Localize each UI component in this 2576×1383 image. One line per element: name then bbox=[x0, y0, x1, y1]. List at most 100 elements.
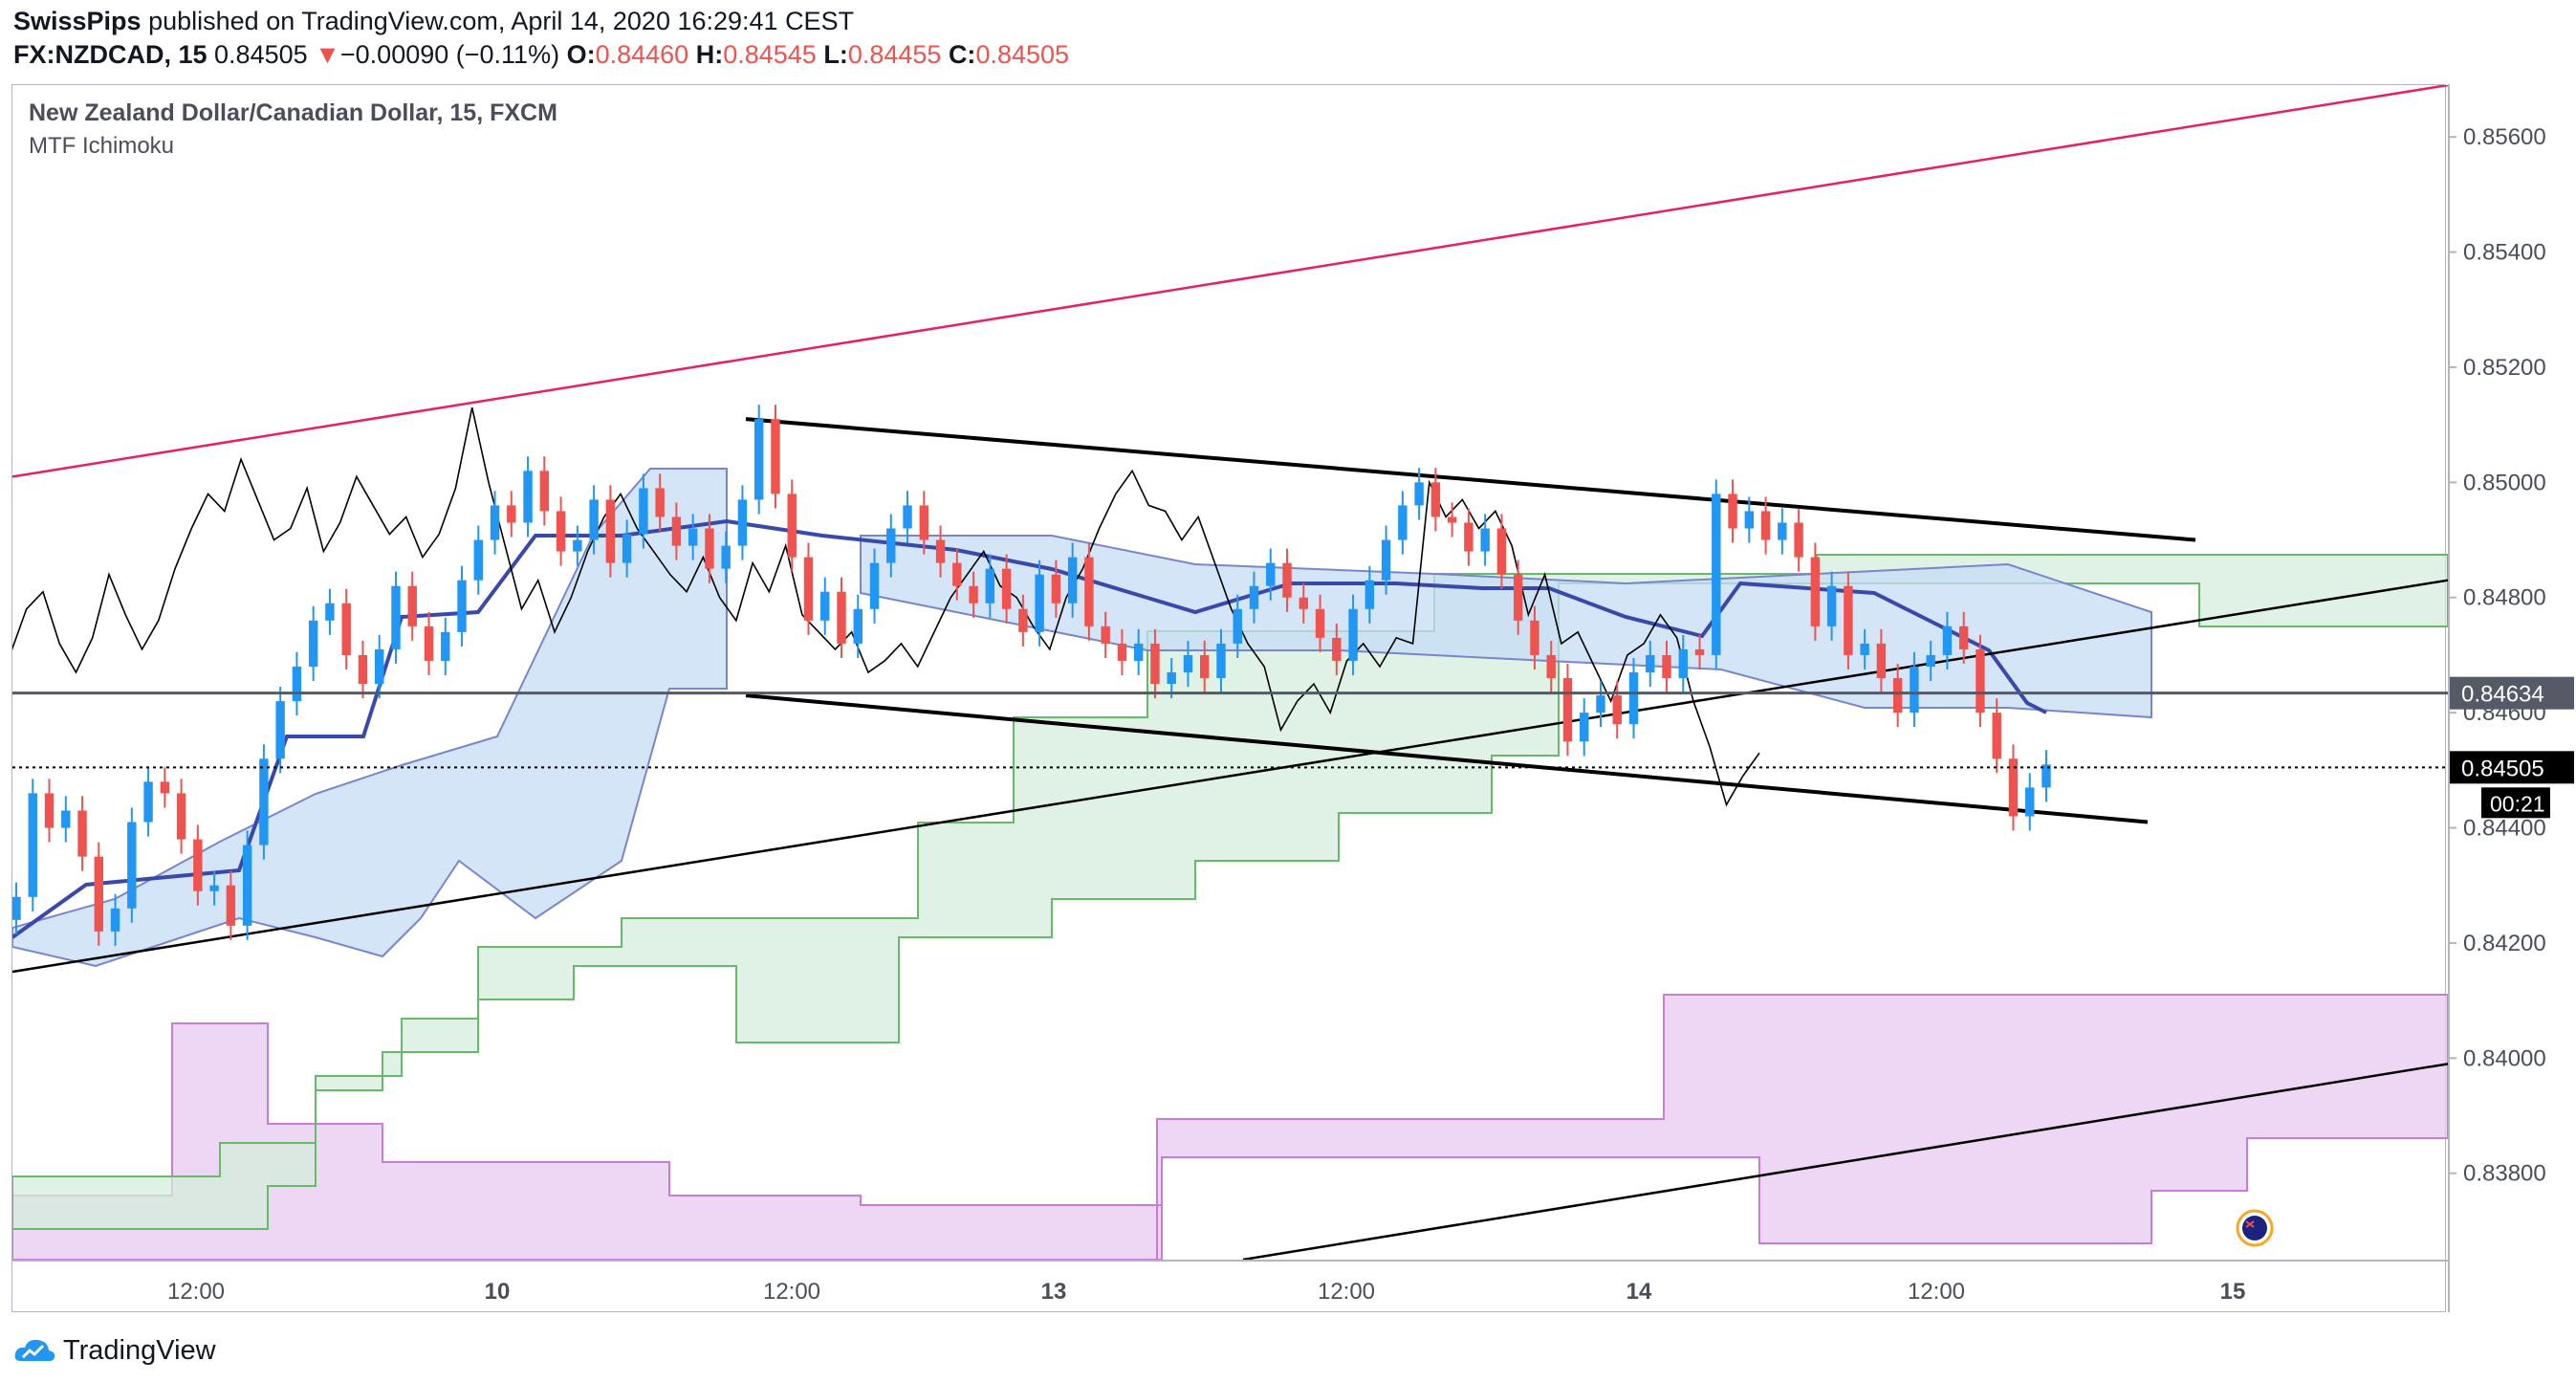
candle-body bbox=[1910, 666, 1919, 713]
low-value: 0.84455 bbox=[847, 40, 942, 69]
candle-body bbox=[28, 793, 37, 897]
candle-body bbox=[341, 603, 351, 655]
candle-body bbox=[1233, 608, 1242, 644]
indicator-title[interactable]: MTF Ichimoku bbox=[29, 133, 175, 159]
y-tick-label: 0.83800 bbox=[2463, 1161, 2546, 1187]
candle-body bbox=[1216, 643, 1226, 679]
candle-body bbox=[1464, 522, 1474, 552]
candle-body bbox=[160, 781, 170, 794]
candle-body bbox=[1001, 568, 1012, 609]
axes: 0.85600 0.85400 0.85200 0.85000 0.84800 0.846… bbox=[11, 84, 2574, 1312]
ichimoku-clouds bbox=[12, 468, 2449, 1260]
candle-body bbox=[1612, 695, 1622, 725]
candle-body bbox=[1876, 643, 1887, 679]
candle-body bbox=[639, 488, 648, 535]
blue-cloud-left bbox=[12, 468, 728, 968]
brand-text: TradingView bbox=[63, 1334, 216, 1366]
chart-frame bbox=[11, 84, 2446, 1312]
candle-body bbox=[969, 585, 978, 604]
candle-body bbox=[705, 528, 714, 569]
y-tick-label: 0.84400 bbox=[2463, 816, 2546, 842]
candle-body bbox=[292, 666, 302, 702]
candle-body bbox=[886, 528, 896, 563]
candle-body bbox=[1496, 528, 1507, 575]
candle-body bbox=[671, 516, 682, 546]
y-tick-label: 0.84800 bbox=[2463, 585, 2546, 611]
candle-body bbox=[1282, 562, 1292, 598]
candle-body bbox=[1348, 608, 1358, 661]
candle-body bbox=[507, 505, 516, 523]
candle-body bbox=[1942, 626, 1953, 655]
candle-body bbox=[490, 505, 500, 540]
price-levels bbox=[12, 692, 2448, 769]
candle-body bbox=[110, 908, 120, 932]
candle-body bbox=[1299, 597, 1309, 609]
cloud-logo-icon bbox=[14, 1339, 55, 1362]
candle-body bbox=[1018, 608, 1028, 632]
y-tick-label: 0.85200 bbox=[2463, 355, 2546, 381]
flag-icon[interactable] bbox=[2236, 1209, 2274, 1247]
lower-rising-line bbox=[1242, 1063, 2449, 1260]
candle-body bbox=[903, 505, 912, 529]
candle-body bbox=[1976, 648, 1985, 713]
candle-body bbox=[1513, 574, 1523, 621]
candle-body bbox=[853, 608, 862, 644]
candle-body bbox=[375, 648, 384, 685]
trendlines bbox=[12, 85, 2449, 1260]
candle-body bbox=[935, 539, 946, 563]
candle-body bbox=[1992, 713, 2001, 759]
candle-body bbox=[985, 568, 995, 604]
candle-body bbox=[441, 631, 450, 661]
channel-upper-line bbox=[745, 417, 2196, 542]
candle-body bbox=[1580, 713, 1589, 742]
candle-body bbox=[1926, 654, 1935, 667]
candle-body bbox=[1760, 511, 1771, 540]
candle-body bbox=[1694, 648, 1705, 655]
candle-body bbox=[737, 499, 748, 546]
candle-body bbox=[1596, 695, 1605, 713]
candle-body bbox=[275, 701, 285, 759]
x-tick-label: 12:00 bbox=[1318, 1279, 1375, 1305]
candle-body bbox=[358, 654, 368, 685]
candle-body bbox=[308, 620, 318, 667]
candle-body bbox=[1381, 539, 1391, 581]
y-tick-label: 0.85600 bbox=[2463, 124, 2546, 150]
symbol-label: FX:NZDCAD, 15 bbox=[13, 40, 207, 69]
low-label: L: bbox=[823, 40, 848, 69]
candle-body bbox=[127, 822, 137, 909]
candle-body bbox=[1892, 678, 1903, 713]
candle-body bbox=[1167, 672, 1176, 685]
candle-body bbox=[1398, 505, 1408, 540]
y-tick-label: 0.85000 bbox=[2463, 470, 2546, 495]
candle-body bbox=[1249, 585, 1259, 609]
candle-body bbox=[1183, 654, 1193, 672]
candle-body bbox=[1051, 574, 1061, 604]
candle-body bbox=[869, 562, 880, 609]
chikou-line bbox=[12, 406, 1760, 807]
candle-body bbox=[952, 562, 962, 586]
last-value: 0.84505 bbox=[214, 40, 308, 69]
publisher-name[interactable]: SwissPips bbox=[13, 7, 142, 35]
candle-body bbox=[193, 839, 203, 891]
candle-body bbox=[77, 810, 87, 857]
horizontal-level-label-bg bbox=[2450, 676, 2574, 710]
candle-body bbox=[1101, 626, 1110, 644]
countdown-label: 00:21 bbox=[2490, 791, 2545, 816]
candle-body bbox=[1646, 654, 1655, 672]
candle-body bbox=[1844, 585, 1853, 655]
x-tick-label: 10 bbox=[485, 1279, 511, 1305]
pink-upper-trendline bbox=[12, 85, 2449, 478]
candle-body bbox=[1562, 678, 1573, 742]
tradingview-logo[interactable]: TradingView bbox=[13, 1331, 216, 1370]
candle-body bbox=[1035, 574, 1044, 632]
channel-lower-line bbox=[745, 693, 2149, 824]
candle-body bbox=[473, 539, 483, 581]
close-value: 0.84505 bbox=[975, 40, 1070, 69]
candle-body bbox=[539, 471, 550, 512]
last-price-label-bg bbox=[2450, 751, 2574, 784]
candle-body bbox=[753, 419, 764, 500]
symbol-title: New Zealand Dollar/Canadian Dollar, 15, … bbox=[29, 99, 557, 126]
candle-body bbox=[1678, 648, 1688, 679]
horizontal-level-label: 0.84634 bbox=[2461, 682, 2544, 708]
